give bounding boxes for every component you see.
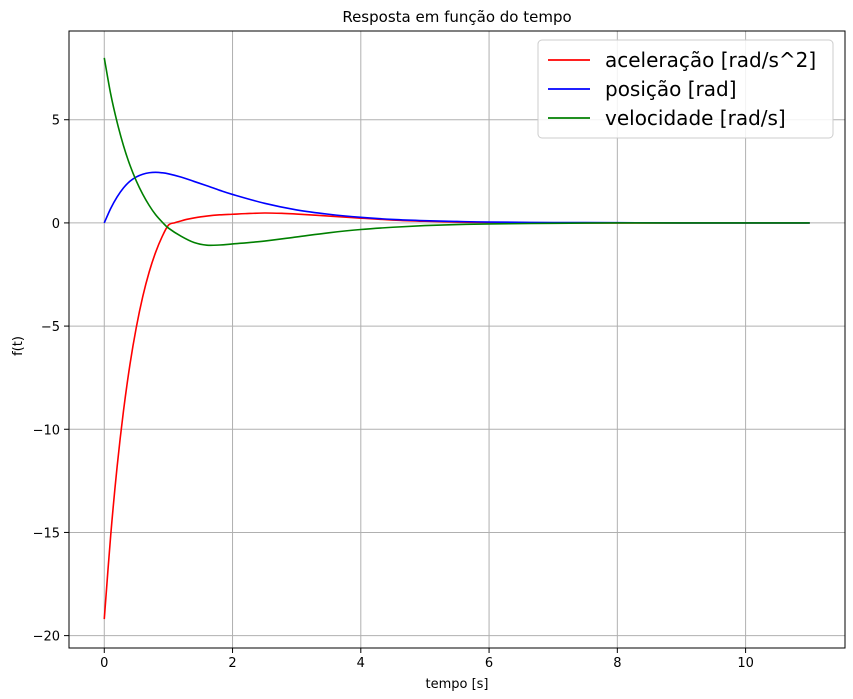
legend-label-velocidade: velocidade [rad/s]	[605, 106, 786, 130]
y-axis-label: f(t)	[11, 336, 26, 356]
x-tick-label: 6	[485, 656, 493, 671]
series-line-velocidade	[103, 57, 810, 247]
series-lines	[103, 57, 810, 620]
legend-box	[537, 39, 834, 139]
legend-label-posicao: posição [rad]	[605, 77, 737, 101]
x-tick-label: 8	[613, 656, 621, 671]
axis-ticks: 0 2 4 6 8 10 5 0 −5 −10 −15 −20	[33, 114, 754, 671]
x-tick-label: 2	[228, 656, 236, 671]
y-tick-label: 5	[52, 114, 60, 129]
legend-label-aceleracao: aceleração [rad/s^2]	[605, 48, 816, 72]
y-tick-label: −15	[33, 526, 60, 541]
x-tick-label: 0	[100, 656, 108, 671]
y-tick-label: −20	[33, 630, 60, 645]
y-tick-label: −5	[41, 320, 60, 335]
y-tick-label: −10	[33, 423, 60, 438]
chart-title: Resposta em função do tempo	[342, 8, 571, 26]
series-line-aceleracao	[103, 212, 810, 620]
x-tick-label: 10	[737, 656, 754, 671]
y-tick-label: 0	[52, 217, 60, 232]
x-axis-label: tempo [s]	[425, 677, 488, 692]
x-tick-label: 4	[357, 656, 365, 671]
plot-frame	[68, 30, 846, 649]
legend: aceleração [rad/s^2] posição [rad] velocid…	[537, 39, 834, 139]
